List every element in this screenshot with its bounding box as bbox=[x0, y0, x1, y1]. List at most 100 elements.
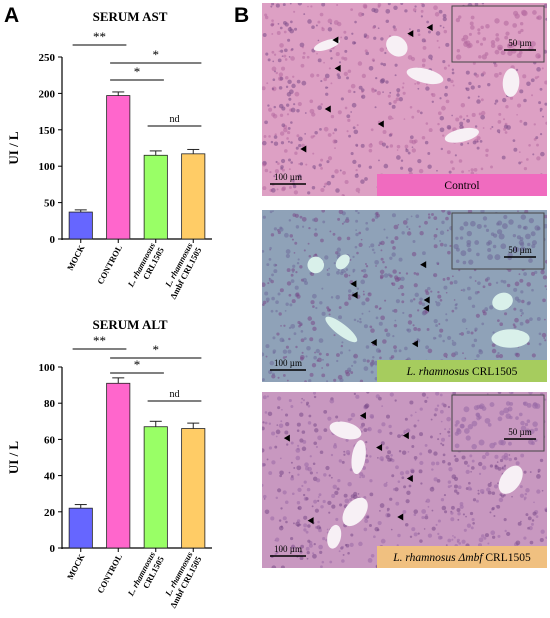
nucleus bbox=[399, 284, 404, 290]
inset-nucleus bbox=[512, 23, 518, 28]
nucleus bbox=[543, 318, 546, 321]
nucleus bbox=[377, 3, 382, 7]
nucleus bbox=[514, 317, 519, 323]
inset-nucleus bbox=[455, 420, 460, 425]
nucleus bbox=[300, 338, 305, 343]
nucleus bbox=[536, 474, 541, 479]
nucleus bbox=[358, 541, 363, 547]
inset-nucleus bbox=[492, 244, 497, 249]
nucleus bbox=[293, 103, 296, 106]
nucleus bbox=[541, 67, 544, 70]
nucleus bbox=[424, 140, 429, 145]
nucleus bbox=[318, 544, 323, 550]
nucleus bbox=[362, 293, 365, 296]
nucleus bbox=[396, 144, 401, 149]
nucleus bbox=[364, 177, 368, 181]
nucleus bbox=[324, 182, 328, 186]
nucleus bbox=[519, 278, 524, 283]
nucleus bbox=[527, 516, 532, 521]
nucleus bbox=[469, 276, 472, 279]
inset-nucleus bbox=[508, 441, 512, 446]
inset-nucleus bbox=[471, 443, 477, 450]
nucleus bbox=[344, 106, 348, 110]
nucleus bbox=[286, 103, 290, 107]
inset-nucleus bbox=[508, 219, 514, 225]
nucleus bbox=[264, 168, 269, 173]
nucleus bbox=[295, 225, 300, 229]
nucleus bbox=[262, 448, 265, 453]
inset-nucleus bbox=[508, 42, 515, 49]
nucleus bbox=[396, 88, 401, 93]
nucleus bbox=[344, 271, 347, 273]
nucleus bbox=[380, 37, 384, 41]
nucleus bbox=[515, 461, 520, 466]
x-tick-label: L. rhamnosusΔmbf CRL1505 bbox=[159, 549, 204, 609]
nucleus bbox=[271, 87, 275, 91]
nucleus bbox=[502, 97, 507, 103]
nucleus bbox=[517, 210, 519, 212]
nucleus bbox=[389, 91, 392, 94]
nucleus bbox=[521, 299, 525, 304]
nucleus bbox=[480, 210, 485, 214]
nucleus bbox=[402, 91, 406, 95]
nucleus bbox=[515, 540, 521, 546]
nucleus bbox=[338, 306, 342, 309]
nucleus bbox=[373, 36, 377, 40]
nucleus bbox=[458, 159, 463, 163]
nucleus bbox=[372, 356, 375, 359]
nucleus bbox=[368, 65, 374, 71]
nucleus bbox=[431, 100, 434, 103]
y-tick-label: 100 bbox=[39, 362, 56, 374]
nucleus bbox=[292, 213, 297, 217]
arrowhead-marker bbox=[411, 340, 418, 348]
arrowhead-marker bbox=[406, 474, 413, 482]
nucleus bbox=[437, 294, 442, 299]
nucleus bbox=[433, 477, 438, 482]
nucleus bbox=[380, 538, 386, 544]
nucleus bbox=[526, 81, 531, 86]
inset-nucleus bbox=[494, 49, 500, 55]
nucleus bbox=[501, 155, 506, 160]
nucleus bbox=[414, 459, 417, 461]
nucleus bbox=[315, 348, 320, 354]
nucleus bbox=[351, 364, 354, 367]
nucleus bbox=[326, 160, 330, 164]
nucleus bbox=[405, 428, 411, 433]
nucleus bbox=[307, 404, 311, 408]
nucleus bbox=[481, 110, 486, 116]
nucleus bbox=[319, 550, 323, 554]
nucleus bbox=[278, 312, 282, 316]
nucleus bbox=[391, 252, 396, 257]
nucleus bbox=[426, 83, 428, 86]
nucleus bbox=[350, 152, 354, 156]
nucleus bbox=[323, 428, 328, 432]
nucleus bbox=[427, 533, 433, 538]
nucleus bbox=[299, 550, 303, 554]
nucleus bbox=[539, 87, 543, 91]
nucleus bbox=[308, 543, 313, 548]
arrowhead-marker bbox=[283, 434, 290, 442]
nucleus bbox=[427, 286, 431, 291]
nucleus bbox=[516, 113, 518, 116]
vessel-lumen bbox=[325, 316, 358, 343]
nucleus bbox=[279, 26, 283, 30]
nucleus bbox=[279, 113, 284, 117]
nucleus bbox=[296, 294, 301, 299]
nucleus bbox=[330, 296, 334, 299]
inset-nucleus bbox=[476, 252, 480, 257]
nucleus bbox=[308, 414, 312, 418]
nucleus bbox=[409, 400, 414, 405]
nucleus bbox=[325, 86, 328, 89]
nucleus bbox=[455, 303, 458, 306]
nucleus bbox=[540, 529, 545, 534]
nucleus bbox=[531, 94, 534, 97]
arrowhead-marker bbox=[407, 30, 414, 38]
nucleus bbox=[433, 319, 438, 324]
nucleus bbox=[321, 210, 326, 213]
nucleus bbox=[370, 142, 373, 145]
nucleus bbox=[268, 107, 273, 112]
nucleus bbox=[366, 515, 370, 519]
nucleus bbox=[271, 19, 274, 22]
nucleus bbox=[476, 99, 481, 104]
nucleus bbox=[284, 48, 288, 53]
